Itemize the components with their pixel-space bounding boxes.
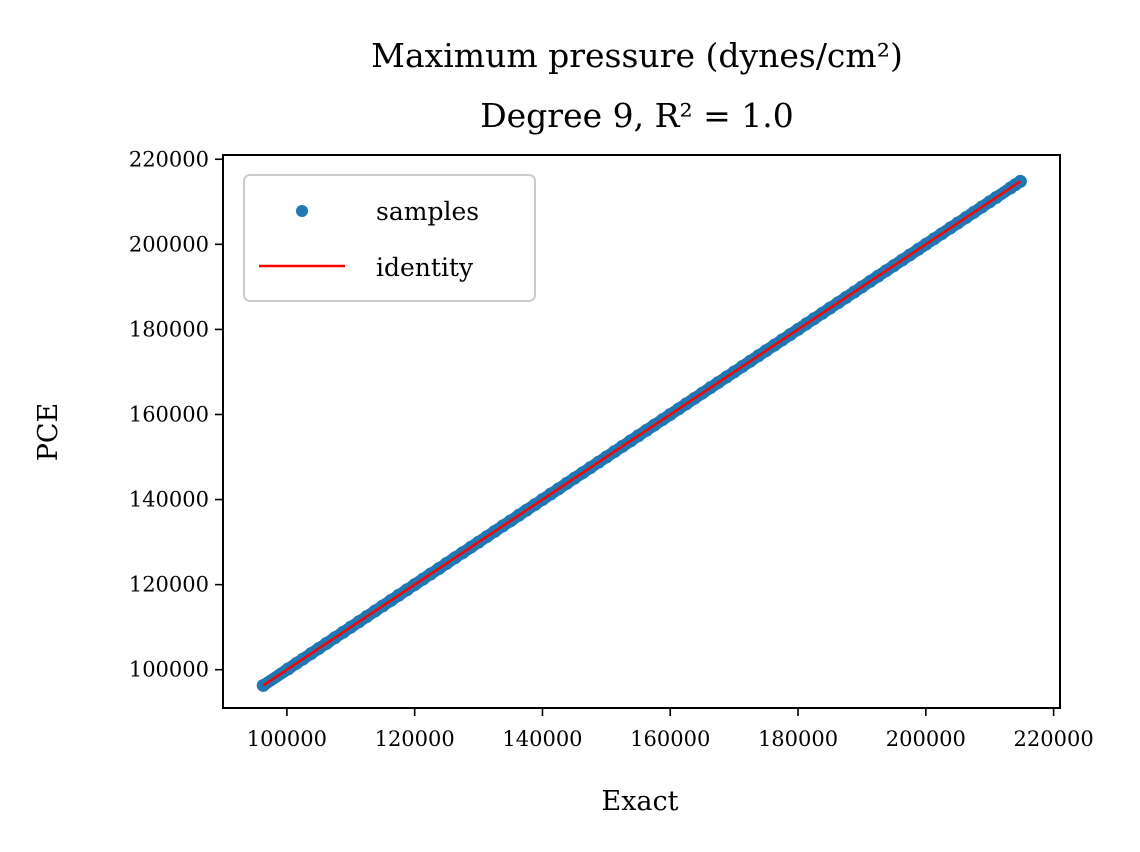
x-tick-label: 160000 — [630, 727, 710, 751]
y-tick-label: 200000 — [129, 232, 209, 256]
legend: samples identity — [243, 174, 536, 302]
legend-identity-label: identity — [376, 253, 474, 282]
legend-samples-marker — [296, 205, 308, 217]
y-tick-label: 140000 — [129, 488, 209, 512]
identity-line — [262, 180, 1022, 687]
x-tick-label: 200000 — [886, 727, 966, 751]
y-tick-label: 100000 — [129, 658, 209, 682]
x-tick-label: 100000 — [247, 727, 327, 751]
chart-title-line-1: Maximum pressure (dynes/cm²) — [371, 36, 903, 75]
y-tick-label: 180000 — [129, 317, 209, 341]
y-tick-label: 160000 — [129, 402, 209, 426]
x-tick-label: 120000 — [375, 727, 455, 751]
x-tick-label: 180000 — [758, 727, 838, 751]
x-tick-label: 220000 — [1014, 727, 1094, 751]
y-axis-label: PCE — [33, 403, 64, 462]
x-tick-label: 140000 — [502, 727, 582, 751]
x-axis-label: Exact — [601, 786, 678, 817]
chart-title-line-2: Degree 9, R² = 1.0 — [480, 96, 794, 135]
legend-box — [243, 174, 536, 302]
legend-samples-label: samples — [376, 197, 479, 226]
y-tick-label: 120000 — [129, 573, 209, 597]
y-axis-ticks: 100000 120000 140000 160000 180000 200000 2200… — [129, 147, 223, 682]
y-tick-label: 220000 — [129, 147, 209, 171]
axes-frame — [222, 154, 1061, 709]
x-axis-ticks: 100000 120000 140000 160000 180000 200000 2200… — [247, 708, 1094, 751]
plot-area — [256, 174, 1027, 692]
